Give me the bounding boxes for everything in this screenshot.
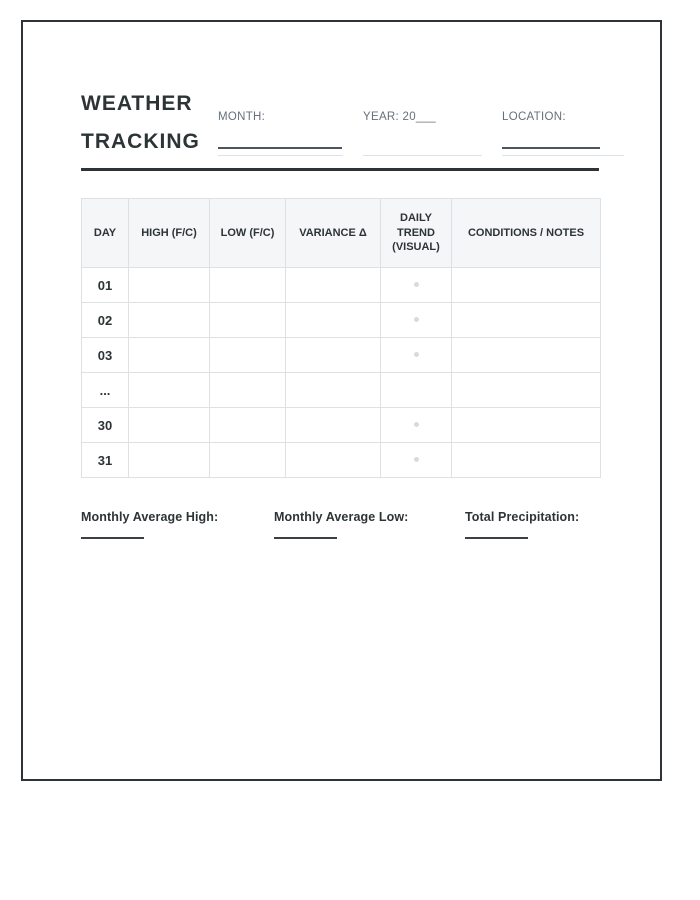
table-row: 02 [81, 302, 601, 338]
header-fields: MONTH: YEAR: 20___ LOCATION: [218, 111, 624, 161]
monthly-average-low-field: Monthly Average Low: [274, 510, 465, 539]
document-header: WEATHER TRACKING MONTH: YEAR: 20___ LOCA… [81, 85, 624, 161]
monthly-average-high-write-line[interactable] [81, 537, 144, 539]
trend-placeholder-dot-icon [413, 422, 419, 428]
column-header-high: HIGH (F/C) [128, 198, 210, 268]
notes-entry-cell[interactable] [451, 442, 601, 478]
day-cell: 31 [81, 442, 129, 478]
variance-entry-cell[interactable] [285, 302, 381, 338]
document-title: WEATHER TRACKING [81, 85, 218, 161]
trend-entry-cell[interactable] [380, 442, 452, 478]
monthly-average-low-write-line[interactable] [274, 537, 337, 539]
total-precipitation-field: Total Precipitation: [465, 510, 579, 539]
low-entry-cell[interactable] [209, 442, 286, 478]
column-header-notes: CONDITIONS / NOTES [451, 198, 601, 268]
high-entry-cell[interactable] [128, 337, 210, 373]
table-row: 30 [81, 407, 601, 443]
year-field[interactable]: YEAR: 20___ [363, 111, 482, 156]
table-header-row: DAY HIGH (F/C) LOW (F/C) VARIANCE Δ DAILY TR… [81, 198, 601, 268]
table-row: 03 [81, 337, 601, 373]
document-page: WEATHER TRACKING MONTH: YEAR: 20___ LOCA… [21, 20, 662, 781]
trend-entry-cell[interactable] [380, 372, 452, 408]
variance-entry-cell[interactable] [285, 407, 381, 443]
tracking-table: DAY HIGH (F/C) LOW (F/C) VARIANCE Δ DAILY TR… [81, 198, 601, 478]
month-field[interactable]: MONTH: [218, 111, 343, 156]
high-entry-cell[interactable] [128, 407, 210, 443]
notes-entry-cell[interactable] [451, 407, 601, 443]
month-label: MONTH: [218, 111, 266, 123]
notes-entry-cell[interactable] [451, 337, 601, 373]
total-precipitation-write-line[interactable] [465, 537, 528, 539]
location-label: LOCATION: [502, 111, 566, 123]
trend-placeholder-dot-icon [413, 457, 419, 463]
trend-entry-cell[interactable] [380, 407, 452, 443]
location-write-line[interactable] [502, 147, 600, 149]
monthly-average-low-label: Monthly Average Low: [274, 510, 409, 524]
low-entry-cell[interactable] [209, 302, 286, 338]
high-entry-cell[interactable] [128, 372, 210, 408]
header-divider [81, 168, 599, 171]
trend-entry-cell[interactable] [380, 267, 452, 303]
month-write-line[interactable] [218, 147, 342, 149]
location-field[interactable]: LOCATION: [502, 111, 624, 156]
variance-entry-cell[interactable] [285, 372, 381, 408]
summary-row: Monthly Average High: Monthly Average Lo… [81, 510, 601, 539]
variance-entry-cell[interactable] [285, 267, 381, 303]
trend-placeholder-dot-icon [413, 282, 419, 288]
high-entry-cell[interactable] [128, 267, 210, 303]
table-row: 31 [81, 442, 601, 478]
year-label: YEAR: 20___ [363, 111, 436, 123]
total-precipitation-label: Total Precipitation: [465, 510, 580, 524]
low-entry-cell[interactable] [209, 267, 286, 303]
document-title-line2: TRACKING [81, 130, 200, 153]
notes-entry-cell[interactable] [451, 267, 601, 303]
variance-entry-cell[interactable] [285, 337, 381, 373]
monthly-average-high-field: Monthly Average High: [81, 510, 274, 539]
day-cell: ... [81, 372, 129, 408]
table-row: ... [81, 372, 601, 408]
column-header-variance: VARIANCE Δ [285, 198, 381, 268]
trend-entry-cell[interactable] [380, 302, 452, 338]
day-cell: 02 [81, 302, 129, 338]
column-header-day: DAY [81, 198, 129, 268]
low-entry-cell[interactable] [209, 407, 286, 443]
table-row: 01 [81, 267, 601, 303]
trend-placeholder-dot-icon [413, 317, 419, 323]
trend-entry-cell[interactable] [380, 337, 452, 373]
day-cell: 03 [81, 337, 129, 373]
monthly-average-high-label: Monthly Average High: [81, 510, 219, 524]
column-header-trend: DAILY TREND (VISUAL) [380, 198, 452, 268]
day-cell: 30 [81, 407, 129, 443]
high-entry-cell[interactable] [128, 442, 210, 478]
document-title-line1: WEATHER [81, 92, 193, 115]
day-cell: 01 [81, 267, 129, 303]
variance-entry-cell[interactable] [285, 442, 381, 478]
notes-entry-cell[interactable] [451, 302, 601, 338]
low-entry-cell[interactable] [209, 337, 286, 373]
trend-placeholder-dot-icon [413, 352, 419, 358]
low-entry-cell[interactable] [209, 372, 286, 408]
column-header-low: LOW (F/C) [209, 198, 286, 268]
high-entry-cell[interactable] [128, 302, 210, 338]
notes-entry-cell[interactable] [451, 372, 601, 408]
